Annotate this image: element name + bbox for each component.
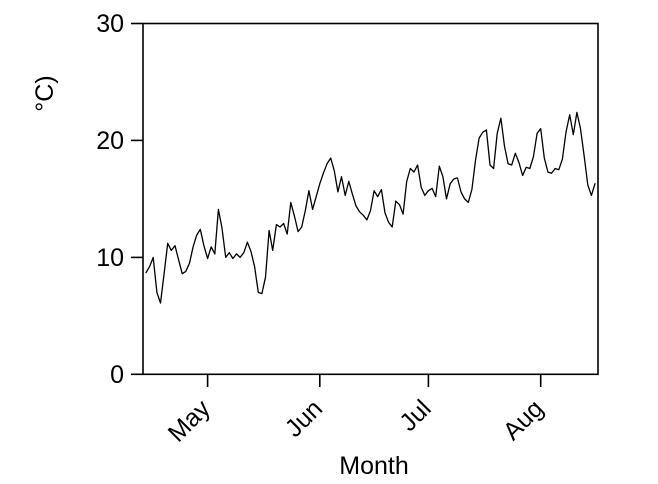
- plot-border: [142, 22, 599, 376]
- x-axis-label: Month: [339, 452, 408, 480]
- y-axis-label: °C): [31, 75, 59, 111]
- x-tick-label-aug: Aug: [498, 394, 549, 445]
- y-tick-label-20: 20: [96, 127, 124, 155]
- y-tick-label-30: 30: [96, 10, 124, 38]
- x-tick-label-jun: Jun: [280, 394, 328, 442]
- x-tick-label-may: May: [163, 394, 217, 448]
- x-tick-label-jul: Jul: [394, 394, 436, 436]
- y-axis-tick-labels: 0 10 20 30: [96, 10, 124, 389]
- x-axis-tick-labels: May Jun Jul Aug: [163, 394, 549, 448]
- axis-ticks: [131, 22, 542, 387]
- y-tick-label-10: 10: [96, 244, 124, 272]
- y-tick-label-0: 0: [110, 361, 124, 389]
- temperature-series-line: [145, 111, 596, 304]
